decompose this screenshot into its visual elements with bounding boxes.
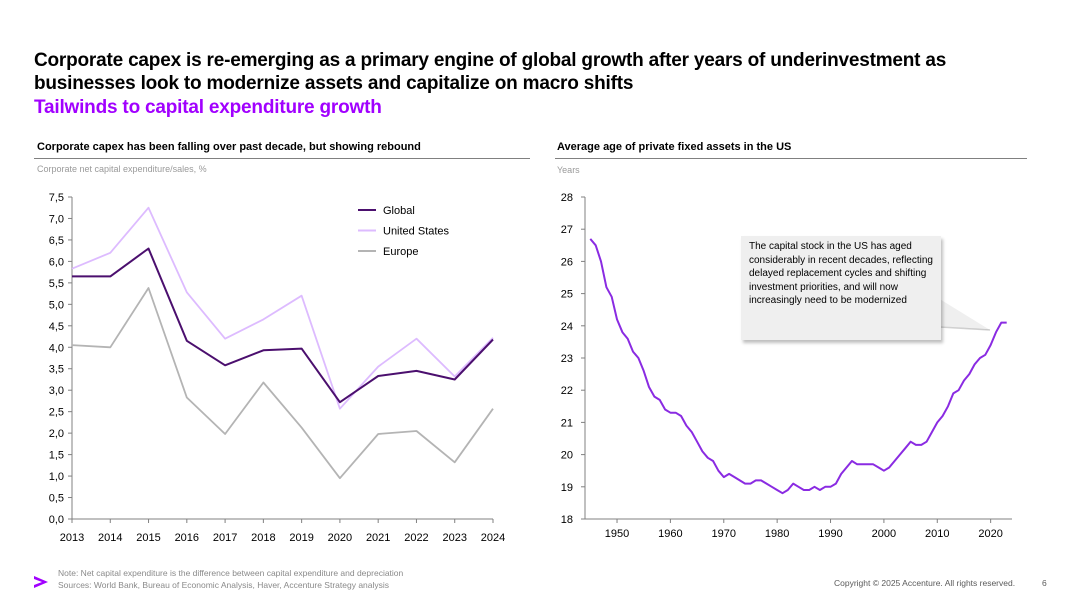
age-x-tick-label: 1980 [765, 528, 789, 540]
capex-chart-unit: Corporate net capital expenditure/sales,… [37, 164, 207, 174]
age-y-tick-label: 23 [561, 353, 573, 365]
capex-y-tick-label: 3,5 [49, 364, 64, 376]
capex-x-tick-label: 2023 [442, 532, 466, 544]
capex-y-tick-label: 5,5 [49, 278, 64, 290]
capex-chart-title: Corporate capex has been falling over pa… [37, 141, 421, 153]
page-subtitle: Tailwinds to capital expenditure growth [34, 97, 382, 118]
footnote: Note: Net capital expenditure is the dif… [58, 567, 403, 591]
annotation-text: The capital stock in the US has aged con… [749, 241, 933, 306]
age-x-tick-label: 1990 [818, 528, 842, 540]
capex-y-tick-label: 7,0 [49, 213, 64, 225]
legend-europe-label: Europe [383, 246, 418, 258]
capex-y-tick-label: 2,5 [49, 407, 64, 419]
age-y-tick-label: 18 [561, 514, 573, 526]
age-chart-title: Average age of private fixed assets in t… [557, 141, 792, 153]
capex-x-tick-label: 2024 [481, 532, 505, 544]
capex-y-tick-label: 6,5 [49, 235, 64, 247]
page-title: Corporate capex is re-emerging as a prim… [34, 50, 947, 94]
capex-x-tick-label: 2018 [251, 532, 275, 544]
age-x-tick-label: 2010 [925, 528, 949, 540]
age-y-tick-label: 20 [561, 450, 573, 462]
page-number: 6 [1042, 578, 1047, 588]
age-x-tick-label: 2020 [978, 528, 1002, 540]
age-x-tick-label: 1970 [712, 528, 736, 540]
capex-y-tick-label: 3,0 [49, 385, 64, 397]
age-y-tick-label: 28 [561, 192, 573, 204]
accenture-logo-icon [34, 574, 48, 595]
annotation-pointer-shadow [939, 326, 991, 331]
age-y-tick-label: 22 [561, 385, 573, 397]
annotation-pointer [938, 298, 990, 330]
age-y-tick-label: 24 [561, 321, 573, 333]
capex-x-tick-label: 2013 [60, 532, 84, 544]
footnote-note: Note: Net capital expenditure is the dif… [58, 568, 404, 578]
capex-series-united-states [71, 206, 494, 410]
age-y-tick-label: 27 [561, 224, 573, 236]
capex-x-tick-label: 2014 [98, 532, 122, 544]
age-x-tick-label: 1950 [605, 528, 629, 540]
age-y-tick-label: 19 [561, 482, 573, 494]
age-y-tick-label: 25 [561, 289, 573, 301]
legend-united-states-label: United States [383, 226, 450, 238]
capex-y-tick-label: 1,0 [49, 471, 64, 483]
capex-x-tick-label: 2016 [175, 532, 199, 544]
age-y-tick-label: 26 [561, 256, 573, 268]
capex-series-global [72, 247, 494, 404]
age-chart-rule [555, 158, 1027, 159]
capex-y-tick-label: 5,0 [49, 299, 64, 311]
capex-y-tick-label: 7,5 [49, 192, 64, 204]
capex-y-tick-label: 4,0 [49, 342, 64, 354]
capex-y-tick-label: 0,0 [49, 514, 64, 526]
capex-y-tick-label: 2,0 [49, 428, 64, 440]
capex-y-tick-label: 4,5 [49, 321, 64, 333]
age-series-line [589, 238, 1007, 495]
capex-series-europe [71, 287, 494, 480]
capex-chart-rule [34, 158, 530, 159]
capex-y-tick-label: 6,0 [49, 256, 64, 268]
age-chart-unit: Years [557, 165, 580, 175]
capex-x-tick-label: 2017 [213, 532, 237, 544]
capex-x-tick-label: 2019 [289, 532, 313, 544]
capex-x-tick-label: 2021 [366, 532, 390, 544]
capex-x-tick-label: 2022 [404, 532, 428, 544]
capex-y-tick-label: 1,5 [49, 450, 64, 462]
age-x-tick-label: 1960 [658, 528, 682, 540]
age-y-tick-label: 21 [561, 417, 573, 429]
capex-x-tick-label: 2020 [328, 532, 352, 544]
annotation-callout [741, 236, 941, 340]
footnote-sources: Sources: World Bank, Bureau of Economic … [58, 580, 390, 590]
age-x-tick-label: 2000 [872, 528, 896, 540]
legend-global-label: Global [383, 205, 415, 217]
capex-y-tick-label: 0,5 [49, 493, 64, 505]
copyright: Copyright © 2025 Accenture. All rights r… [834, 578, 1016, 588]
capex-x-tick-label: 2015 [136, 532, 160, 544]
